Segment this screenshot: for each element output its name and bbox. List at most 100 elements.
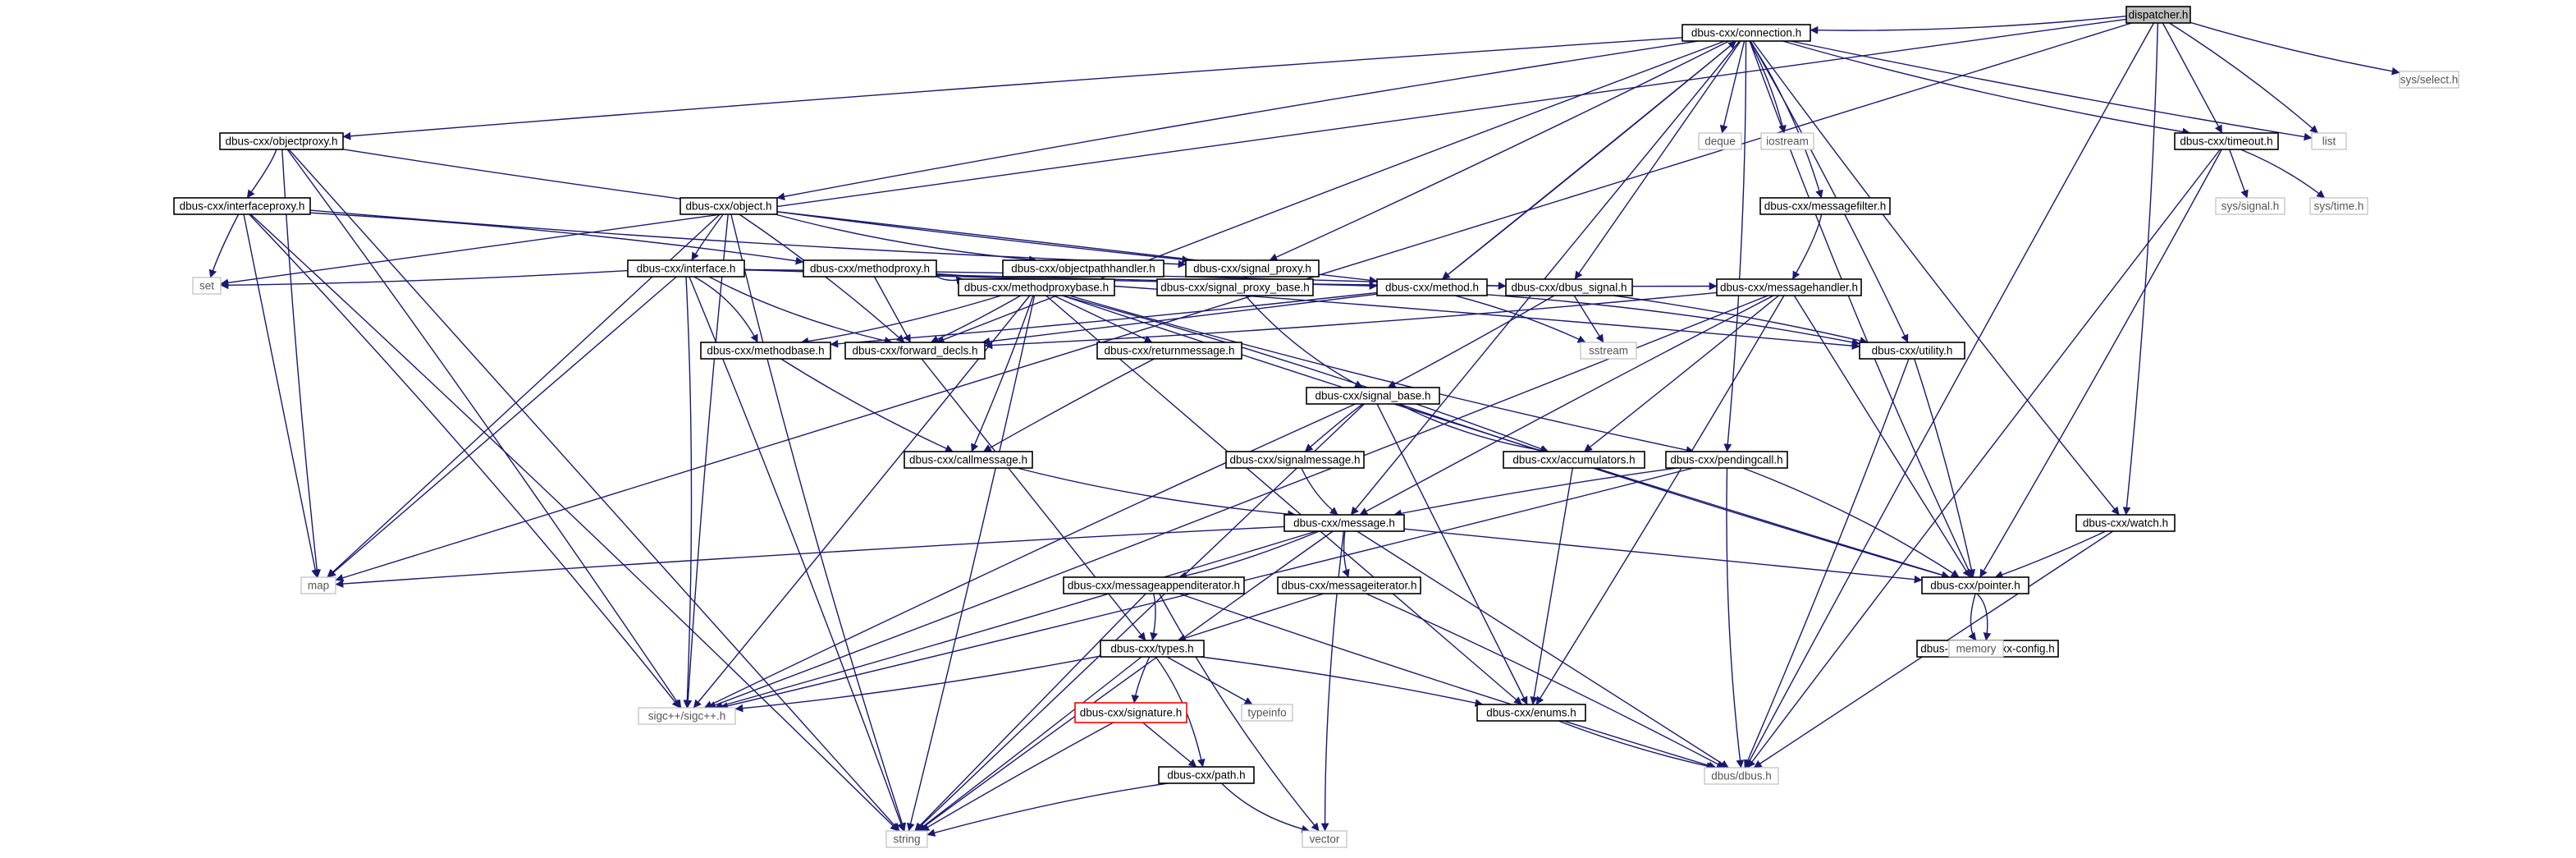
edge-message-to-map: [335, 525, 1285, 588]
edge-connection-to-object: [776, 40, 1699, 201]
node-box-map: [300, 576, 336, 594]
node-label-signalmessage: dbus-cxx/signalmessage.h: [1229, 454, 1360, 466]
node-dispatcher[interactable]: dispatcher.h: [2125, 6, 2191, 24]
edge-path-to-string: [927, 782, 1169, 837]
node-signature[interactable]: dbus-cxx/signature.h: [1074, 702, 1187, 723]
node-label-list: list: [2322, 135, 2336, 148]
node-methodproxy[interactable]: dbus-cxx/methodproxy.h: [803, 259, 937, 278]
node-signal_proxy_base[interactable]: dbus-cxx/signal_proxy_base.h: [1156, 278, 1314, 296]
node-label-set: set: [199, 280, 214, 292]
node-label-interface: dbus-cxx/interface.h: [637, 263, 736, 275]
edge-objectproxy-to-interfaceproxy: [246, 149, 277, 199]
node-interfaceproxy[interactable]: dbus-cxx/interfaceproxy.h: [173, 197, 311, 215]
edge-messageappenditerator-to-dbusdbus: [1178, 593, 1717, 770]
node-box-signature: [1074, 702, 1187, 723]
edge-connection-to-utility: [1750, 40, 1909, 343]
node-objectproxy[interactable]: dbus-cxx/objectproxy.h: [219, 132, 344, 150]
edge-types-to-signature: [1131, 656, 1151, 704]
edge-timeout-to-dbusdbus: [1747, 149, 2221, 769]
edge-types-to-typeinfo: [1166, 656, 1253, 705]
edge-signal_base-to-pointer: [1398, 403, 1950, 580]
node-accumulators[interactable]: dbus-cxx/accumulators.h: [1503, 451, 1645, 469]
node-message[interactable]: dbus-cxx/message.h: [1283, 514, 1405, 532]
edge-pendingcall-to-dbusdbus: [1726, 467, 1745, 769]
edge-messageiterator-to-dbusdbus: [1366, 593, 1725, 769]
edge-methodproxybase-to-string: [906, 295, 1036, 832]
node-label-dispatcher: dispatcher.h: [2129, 9, 2189, 21]
edge-dispatcher-to-sysselect: [2189, 21, 2400, 76]
edge-method-to-connection: [1441, 40, 1737, 280]
edge-methodproxybase-to-accumulators: [1062, 295, 1549, 453]
node-callmessage[interactable]: dbus-cxx/callmessage.h: [904, 451, 1033, 469]
node-label-method: dbus-cxx/method.h: [1385, 282, 1479, 294]
node-label-messageappenditerator: dbus-cxx/messageappenditerator.h: [1068, 580, 1240, 592]
node-box-messagefilter: [1759, 197, 1891, 215]
node-box-methodbase: [700, 342, 831, 360]
node-signalmessage[interactable]: dbus-cxx/signalmessage.h: [1225, 451, 1365, 469]
node-methodproxybase[interactable]: dbus-cxx/methodproxybase.h: [958, 278, 1115, 296]
node-messagefilter[interactable]: dbus-cxx/messagefilter.h: [1759, 197, 1891, 215]
node-label-returnmessage: dbus-cxx/returnmessage.h: [1104, 345, 1234, 357]
node-box-signal_proxy: [1185, 259, 1320, 278]
node-pendingcall[interactable]: dbus-cxx/pendingcall.h: [1665, 451, 1788, 469]
node-label-string: string: [893, 833, 920, 846]
node-label-accumulators: dbus-cxx/accumulators.h: [1512, 454, 1635, 466]
node-label-enums: dbus-cxx/enums.h: [1486, 707, 1576, 719]
edge-pointer-to-dbuscxxconfig: [1976, 593, 1992, 641]
node-label-messageiterator: dbus-cxx/messageiterator.h: [1281, 580, 1416, 592]
edge-interface-to-forward_decls: [708, 276, 893, 345]
node-box-watch: [2075, 514, 2176, 532]
node-dbus_signal[interactable]: dbus-cxx/dbus_signal.h: [1505, 278, 1633, 296]
edge-message-to-messageappenditerator: [1178, 530, 1320, 580]
node-connection[interactable]: dbus-cxx/connection.h: [1681, 24, 1811, 42]
node-method[interactable]: dbus-cxx/method.h: [1376, 278, 1488, 296]
node-path[interactable]: dbus-cxx/path.h: [1158, 766, 1255, 784]
node-objectpathhandler[interactable]: dbus-cxx/objectpathhandler.h: [1002, 259, 1164, 278]
node-label-typeinfo: typeinfo: [1247, 707, 1286, 719]
node-box-vector: [1302, 830, 1347, 848]
node-box-message: [1283, 514, 1405, 532]
node-object[interactable]: dbus-cxx/object.h: [679, 197, 778, 215]
node-label-syssignal: sys/signal.h: [2221, 200, 2280, 213]
edge-interfaceproxy-to-set: [208, 213, 240, 278]
node-types[interactable]: dbus-cxx/types.h: [1100, 640, 1205, 658]
node-box-sysselect: [2399, 71, 2459, 89]
node-box-typeinfo: [1241, 704, 1293, 722]
edge-connection-to-objectproxy: [342, 37, 1683, 140]
node-interface[interactable]: dbus-cxx/interface.h: [627, 259, 745, 278]
node-forward_decls[interactable]: dbus-cxx/forward_decls.h: [844, 342, 986, 360]
node-label-messagehandler: dbus-cxx/messagehandler.h: [1720, 282, 1858, 294]
edge-dispatcher-to-connection: [1810, 16, 2127, 34]
node-box-enums: [1476, 704, 1586, 722]
node-messageappenditerator[interactable]: dbus-cxx/messageappenditerator.h: [1063, 576, 1245, 594]
node-signal_proxy[interactable]: dbus-cxx/signal_proxy.h: [1185, 259, 1320, 278]
node-box-messagehandler: [1716, 278, 1862, 296]
edge-types-to-sigcpp: [734, 655, 1101, 713]
node-enums[interactable]: dbus-cxx/enums.h: [1476, 704, 1586, 722]
edge-types-to-enums: [1201, 656, 1484, 707]
node-returnmessage[interactable]: dbus-cxx/returnmessage.h: [1096, 342, 1242, 360]
node-label-systime: sys/time.h: [2314, 200, 2364, 213]
node-signal_base[interactable]: dbus-cxx/signal_base.h: [1306, 387, 1440, 405]
edge-method-to-utility: [1486, 294, 1860, 346]
node-box-timeout: [2174, 132, 2279, 150]
edge-timeout-to-pointer: [1979, 149, 2222, 578]
node-box-dbusdbus: [1704, 767, 1779, 785]
node-box-syssignal: [2215, 197, 2285, 215]
node-messagehandler[interactable]: dbus-cxx/messagehandler.h: [1716, 278, 1862, 296]
node-watch[interactable]: dbus-cxx/watch.h: [2075, 514, 2176, 532]
node-pointer[interactable]: dbus-cxx/pointer.h: [1921, 576, 2029, 594]
edge-object-to-sigcpp: [684, 213, 729, 709]
node-messageiterator[interactable]: dbus-cxx/messageiterator.h: [1277, 576, 1421, 594]
node-box-interface: [627, 259, 745, 278]
edge-layer: [208, 16, 2400, 837]
edge-methodproxybase-to-forward_decls: [930, 295, 1022, 343]
edge-message-to-pointer: [1403, 528, 1923, 584]
node-methodbase[interactable]: dbus-cxx/methodbase.h: [700, 342, 831, 360]
node-box-method: [1376, 278, 1488, 296]
edge-method-to-methodbase: [830, 291, 1378, 348]
node-utility[interactable]: dbus-cxx/utility.h: [1859, 342, 1965, 360]
node-timeout[interactable]: dbus-cxx/timeout.h: [2174, 132, 2279, 150]
edge-object-to-string: [730, 213, 906, 832]
node-label-messagefilter: dbus-cxx/messagefilter.h: [1764, 200, 1887, 213]
